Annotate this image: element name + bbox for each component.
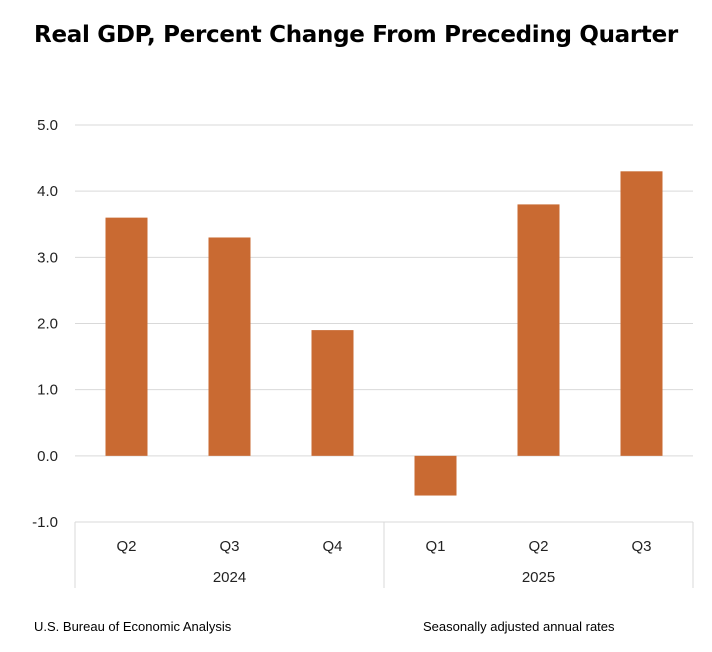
y-tick-label: 3.0 bbox=[37, 249, 58, 266]
y-tick-label: -1.0 bbox=[32, 514, 58, 531]
y-tick-label: 4.0 bbox=[37, 183, 58, 200]
bar bbox=[311, 330, 354, 456]
y-tick-label: 0.0 bbox=[37, 448, 58, 465]
y-tick-label: 1.0 bbox=[37, 382, 58, 399]
x-tick-label: Q3 bbox=[631, 538, 651, 555]
note-label: Seasonally adjusted annual rates bbox=[423, 619, 615, 634]
group-label: 2024 bbox=[213, 569, 246, 586]
x-tick-label: Q3 bbox=[219, 538, 239, 555]
y-tick-label: 5.0 bbox=[37, 117, 58, 134]
bar bbox=[208, 237, 251, 456]
bar bbox=[105, 217, 148, 456]
bar bbox=[620, 171, 663, 456]
source-label: U.S. Bureau of Economic Analysis bbox=[34, 619, 232, 634]
x-tick-label: Q2 bbox=[528, 538, 548, 555]
group-label: 2025 bbox=[522, 569, 555, 586]
bar bbox=[517, 204, 560, 456]
x-tick-label: Q4 bbox=[322, 538, 342, 555]
x-tick-label: Q1 bbox=[425, 538, 445, 555]
bar bbox=[414, 455, 457, 496]
x-tick-label: Q2 bbox=[116, 538, 136, 555]
y-tick-label: 2.0 bbox=[37, 316, 58, 333]
chart-title: Real GDP, Percent Change From Preceding … bbox=[34, 22, 678, 48]
